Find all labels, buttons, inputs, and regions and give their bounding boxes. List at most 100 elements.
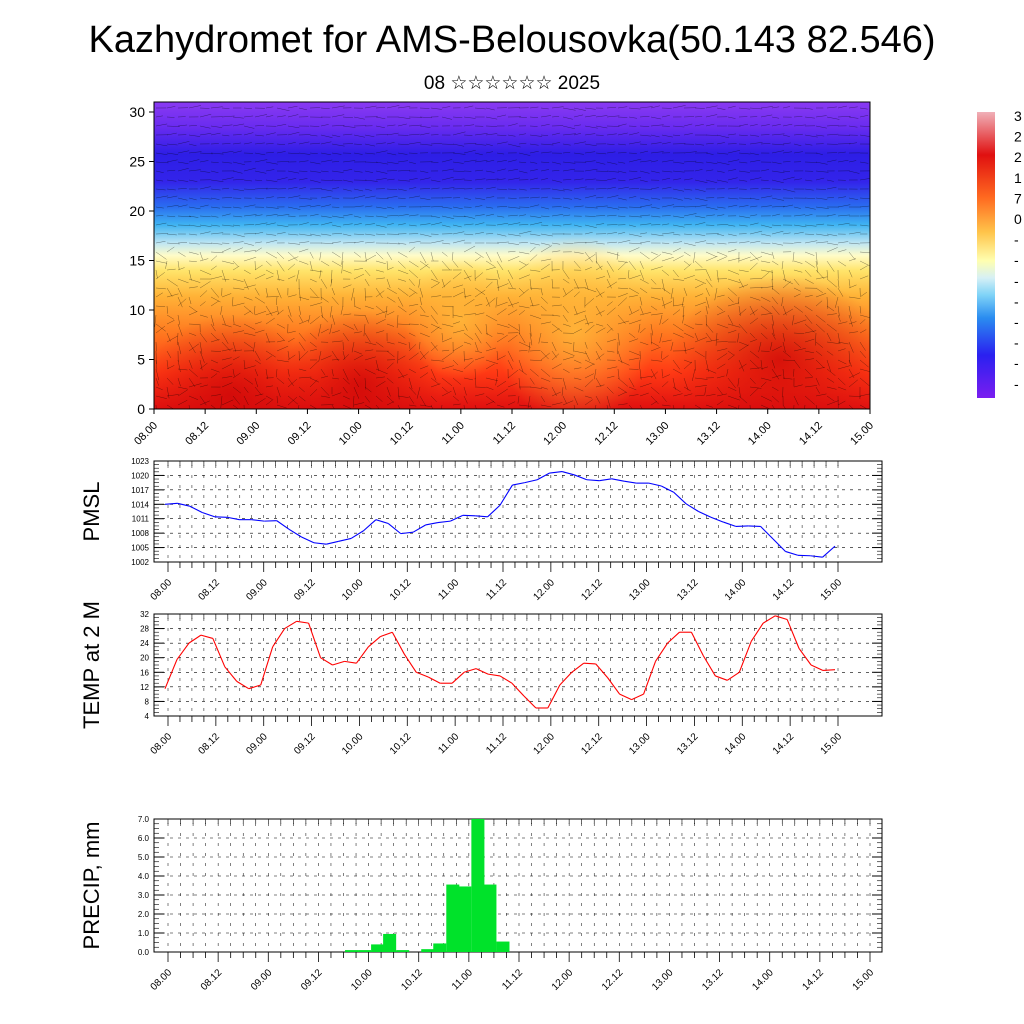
temp-line-segment — [727, 671, 740, 681]
pmsl-line-segment — [772, 538, 786, 552]
pmsl-line-segment — [512, 482, 525, 486]
heatmap-xtick-label: 08.12 — [183, 420, 211, 448]
precip-xtick-label: 12.12 — [600, 967, 626, 993]
pmsl-ytick-label: 1002 — [131, 558, 149, 567]
temp-line-segment — [823, 669, 836, 672]
temp-line-segment — [547, 684, 561, 709]
temp-xtick-label: 10.12 — [388, 731, 414, 757]
temp-line-segment — [296, 620, 309, 624]
pmsl-xtick-label: 08.00 — [149, 577, 175, 603]
pmsl-line-segment — [276, 520, 290, 530]
heatmap-texture — [154, 105, 870, 409]
pmsl-ytick-label: 1017 — [131, 486, 149, 495]
pmsl-ytick-label: 1005 — [131, 544, 149, 553]
pmsl-line-segment — [673, 491, 687, 505]
pmsl-line-segment — [450, 514, 464, 522]
pmsl-ytick-label: 1023 — [131, 457, 149, 466]
heatmap-xtick-label: 13.12 — [695, 420, 723, 448]
colorbar-label: 2 — [1014, 129, 1022, 145]
pmsl-ytick-label: 1008 — [131, 529, 149, 538]
temp-ytick-label: 12 — [140, 683, 149, 692]
heatmap-xtick-label: 10.00 — [337, 420, 365, 448]
temp-line-segment — [284, 620, 297, 630]
pmsl-xtick-label: 08.12 — [197, 577, 223, 603]
heatmap-xtick-label: 11.00 — [440, 420, 467, 447]
precip-ytick-label: 7.0 — [138, 815, 150, 824]
pmsl-line-segment — [810, 555, 823, 558]
precip-xtick-label: 11.12 — [500, 967, 525, 992]
temp-line-segment — [702, 655, 716, 677]
precip-frame — [153, 818, 883, 953]
precip-ytick-label: 2.0 — [138, 910, 150, 919]
temp-line-segment — [643, 661, 657, 695]
temp-line-segment — [607, 677, 621, 695]
temp-xtick-label: 14.00 — [723, 731, 749, 757]
pmsl-line-segment — [710, 516, 724, 523]
temp-ytick-label: 28 — [140, 625, 149, 634]
colorbar-label: - — [1014, 335, 1019, 351]
pmsl-line-segment — [164, 502, 178, 505]
temp-line-segment — [212, 638, 226, 668]
pmsl-line-segment — [288, 528, 302, 538]
temp-ytick-label: 16 — [140, 668, 149, 677]
heatmap-xtick-label: 14.00 — [746, 420, 774, 448]
pmsl-line-segment — [499, 484, 513, 506]
precip-bar — [483, 884, 497, 952]
colorbar-label: - — [1014, 232, 1019, 248]
temp-xtick-label: 11.00 — [436, 731, 461, 756]
colorbar-label: 1 — [1014, 170, 1022, 186]
temp-line-segment — [224, 666, 238, 682]
heatmap-xtick-label: 12.12 — [592, 420, 620, 448]
precip-ylabel: PRECIP, mm — [79, 822, 104, 950]
precip-bar — [496, 941, 510, 952]
precip-ytick-label: 1.0 — [138, 929, 150, 938]
pmsl-xtick-label: 09.00 — [244, 577, 270, 603]
pmsl-line-segment — [475, 515, 488, 518]
pmsl-xtick-label: 14.12 — [771, 577, 797, 603]
pmsl-line-segment — [202, 511, 215, 518]
heatmap-panel: 0 5 10 15 20 25 30 08.00 08.12 09.00 09.12 10.00 10.… — [129, 101, 876, 448]
pmsl-line-segment — [698, 511, 712, 518]
chart-title: Kazhydromet for AMS-Belousovka(50.143 82… — [88, 19, 936, 61]
precip-bar — [446, 884, 460, 952]
pmsl-ylabel: PMSL — [79, 482, 104, 542]
temp-line-segment — [750, 622, 764, 642]
temp-line-segment — [308, 622, 322, 658]
temp-line-segment — [403, 653, 417, 673]
pmsl-line-segment — [785, 550, 798, 556]
colorbar-ramp — [977, 112, 995, 398]
temp-line-segment — [738, 641, 752, 673]
temp-line-segment — [559, 671, 573, 686]
temp-xtick-label: 12.00 — [532, 731, 558, 757]
chart-subtitle: 08 ☆☆☆☆☆☆ 2025 — [423, 73, 601, 94]
colorbar-label: 2 — [1014, 149, 1022, 165]
pmsl-line-segment — [648, 482, 662, 487]
temp-xtick-label: 15.00 — [819, 731, 845, 757]
precip-xtick-label: 08.12 — [199, 967, 225, 993]
temp-panel: 4 8 12 16 20 24 28 32 08.00 08.12 09.00 09.12 10.00 1… — [79, 601, 883, 757]
temp-line-segment — [583, 662, 596, 665]
pmsl-line-segment — [487, 504, 501, 518]
temp-line-segment — [463, 668, 477, 673]
pmsl-line-segment — [586, 479, 600, 482]
heatmap-xtick-label: 12.00 — [541, 420, 569, 448]
temp-line-segment — [332, 660, 345, 666]
temp-xtick-label: 09.12 — [292, 731, 318, 757]
heatmap-xtick-label: 10.12 — [388, 420, 416, 448]
colorbar: 3 2 2 1 7 0 - - - - - - - - — [977, 108, 1022, 398]
pmsl-line-segment — [226, 516, 240, 521]
heatmap-xtick-label: 15.00 — [848, 420, 876, 448]
heatmap-xtick-label: 13.00 — [644, 420, 672, 448]
pmsl-line-segment — [251, 519, 265, 522]
pmsl-line-segment — [623, 480, 637, 484]
precip-bar — [371, 944, 385, 952]
precip-xtick-label: 08.00 — [149, 967, 175, 993]
colorbar-label: - — [1014, 252, 1019, 268]
temp-line-segment — [499, 675, 513, 684]
temp-ytick-label: 8 — [145, 697, 150, 706]
pmsl-line-segment — [574, 474, 588, 481]
pmsl-line-segment — [437, 520, 451, 524]
pmsl-xtick-label: 12.00 — [532, 577, 558, 603]
temp-ytick-label: 32 — [140, 610, 149, 619]
